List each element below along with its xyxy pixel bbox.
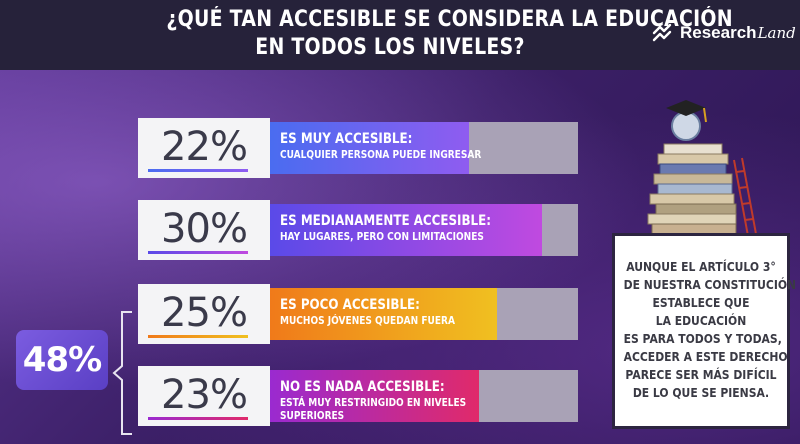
category-description: SUPERIORES — [280, 409, 345, 422]
category-label: ES MUY ACCESIBLE: — [280, 131, 413, 147]
logo: Research Land — [652, 20, 796, 46]
note-line: PARECE SER MÁS DIFÍCIL — [625, 368, 777, 382]
value-label-box: 22% — [138, 118, 270, 178]
header: ¿QUÉ TAN ACCESIBLE SE CONSIDERA LA EDUCA… — [0, 0, 800, 70]
value-label: 30% — [161, 206, 248, 252]
note-line: DE NUESTRA CONSTITUCIÓN — [623, 278, 797, 292]
page-title: ¿QUÉ TAN ACCESIBLE SE CONSIDERA LA EDUCA… — [166, 6, 733, 62]
note-line: DE LO QUE SE PIENSA. — [632, 386, 770, 400]
category-description: HAY LUGARES, PERO CON LIMITACIONES — [280, 230, 484, 243]
category-label: ES POCO ACCESIBLE: — [280, 297, 420, 313]
category-label: ES MEDIANAMENTE ACCESIBLE: — [280, 213, 491, 229]
logo-script: Land — [757, 24, 796, 42]
note-line: AUNQUE EL ARTÍCULO 3° — [626, 260, 776, 274]
value-underline — [148, 417, 248, 420]
note-text: AUNQUE EL ARTÍCULO 3° DE NUESTRA CONSTITU… — [615, 258, 797, 402]
summary-badge: 48% — [16, 330, 108, 390]
bar — [270, 204, 542, 256]
note-line: ESTABLECE QUE — [652, 296, 750, 310]
logo-text: Research — [680, 23, 757, 42]
title-line-1: ¿QUÉ TAN ACCESIBLE SE CONSIDERA LA EDUCA… — [166, 7, 733, 32]
bar-row: 25% ES POCO ACCESIBLE: MUCHOS JÓVENES QUED… — [138, 284, 578, 344]
note-line: ES PARA TODOS Y TODAS, — [623, 332, 782, 346]
title-line-2: EN TODOS LOS NIVELES? — [255, 35, 525, 60]
summary-bracket — [112, 311, 132, 435]
value-underline — [148, 335, 248, 338]
bar-label: ES MUY ACCESIBLE: CUALQUIER PERSONA PUEDE… — [280, 130, 570, 161]
bar — [270, 370, 479, 422]
logo-icon — [652, 23, 672, 42]
bar-row: 30% ES MEDIANAMENTE ACCESIBLE: HAY LUGARES… — [138, 200, 578, 260]
value-label-box: 25% — [138, 284, 270, 344]
value-label-box: 30% — [138, 200, 270, 260]
category-description: MUCHOS JÓVENES QUEDAN FUERA — [280, 314, 455, 327]
bar-label: NO ES NADA ACCESIBLE: ESTÁ MUY RESTRINGID… — [280, 378, 570, 422]
bar — [270, 288, 497, 340]
value-label: 22% — [161, 124, 248, 170]
category-label: NO ES NADA ACCESIBLE: — [280, 379, 445, 395]
value-underline — [148, 169, 248, 172]
value-label: 25% — [161, 290, 248, 336]
value-underline — [148, 251, 248, 254]
value-label: 23% — [161, 372, 248, 418]
note-line: LA EDUCACIÓN — [655, 314, 747, 328]
bar-row: 22% ES MUY ACCESIBLE: CUALQUIER PERSONA PU… — [138, 118, 578, 178]
books-graduation-icon — [647, 100, 757, 237]
value-label-box: 23% — [138, 366, 270, 426]
category-description: CUALQUIER PERSONA PUEDE INGRESAR — [280, 148, 482, 161]
bar — [270, 122, 469, 174]
category-description: ESTÁ MUY RESTRINGIDO EN NIVELES — [280, 396, 467, 409]
bar-label: ES MEDIANAMENTE ACCESIBLE: HAY LUGARES, P… — [280, 212, 570, 243]
note-line: ACCEDER A ESTE DERECHO — [623, 350, 788, 364]
bar-label: ES POCO ACCESIBLE: MUCHOS JÓVENES QUEDAN … — [280, 296, 570, 327]
bar-row: 23% NO ES NADA ACCESIBLE: ESTÁ MUY RESTRIN… — [138, 366, 578, 426]
note-box: AUNQUE EL ARTÍCULO 3° DE NUESTRA CONSTITU… — [612, 233, 797, 429]
